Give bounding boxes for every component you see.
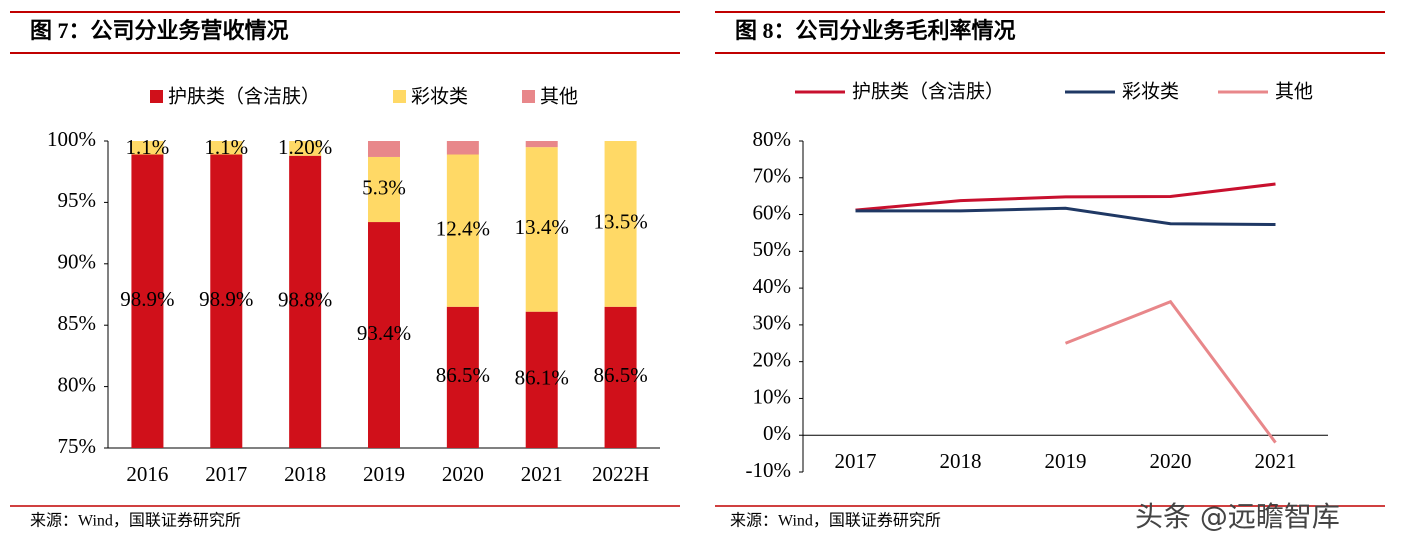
data-label: 86.1% [515,366,569,390]
x-tick-label: 2016 [126,462,168,486]
legend-swatch [150,90,163,103]
y-tick-label: 0% [763,421,791,445]
data-label: 98.9% [199,287,253,311]
chart-title: 图 7：公司分业务营收情况 [30,18,289,43]
bar-segment [289,155,322,448]
x-tick-label: 2019 [363,462,405,486]
y-tick-label: 70% [753,164,792,188]
legend-label: 彩妆类 [411,86,468,108]
x-tick-label: 2018 [940,449,982,473]
x-tick-label: 2018 [284,462,326,486]
data-label: 1.1% [126,135,170,159]
legend-label: 其他 [1275,81,1313,103]
y-tick-label: 75% [58,434,97,458]
x-tick-label: 2021 [521,462,563,486]
bar-segment [525,311,558,448]
data-label: 12.4% [436,216,490,240]
bar-segment [210,154,243,448]
bar-segment [525,141,558,148]
bar-segment [446,306,479,448]
bar-segment [446,154,479,307]
bar-segment [289,141,322,156]
bar-segment [131,154,164,448]
data-label: 98.8% [278,288,332,312]
bar-segment [210,141,243,155]
watermark: 头条 @远瞻智库 [1135,500,1340,533]
bar-segment [446,141,479,155]
x-tick-label: 2020 [1150,449,1192,473]
legend-label: 护肤类（含洁肤） [168,86,320,108]
bar-segment [368,156,400,223]
y-tick-label: 85% [58,311,97,335]
y-tick-label: 80% [753,127,792,151]
data-label: 1.1% [204,135,248,159]
data-label: 86.5% [593,363,647,387]
y-tick-label: 30% [753,311,792,335]
y-tick-label: 90% [58,250,97,274]
legend-swatch [393,90,406,103]
chart-title: 图 8：公司分业务毛利率情况 [735,18,1016,43]
x-tick-label: 2022H [592,462,649,486]
data-label: 5.3% [362,175,406,199]
y-tick-label: 60% [753,200,792,224]
y-tick-label: 95% [58,188,97,212]
data-label: 86.5% [436,363,490,387]
y-tick-label: 10% [753,384,792,408]
data-label: 98.9% [120,287,174,311]
y-tick-label: 40% [753,274,792,298]
x-tick-label: 2017 [835,449,877,473]
y-tick-label: 50% [753,237,792,261]
legend-label: 护肤类（含洁肤） [852,81,1004,103]
line [855,182,1276,212]
data-label: 1.20% [278,135,332,159]
x-tick-label: 2017 [205,462,247,486]
bar-segment [368,141,400,157]
y-tick-label: 20% [753,347,792,371]
bar-segment [604,141,637,307]
bar-segment [525,147,558,312]
y-tick-label: -10% [746,458,792,482]
data-label: 13.4% [515,215,569,239]
y-tick-label: 100% [47,127,96,151]
bar-segment [604,306,637,448]
source: 来源：Wind，国联证券研究所 [30,512,241,530]
legend-label: 其他 [540,86,578,108]
data-label: 13.5% [593,210,647,234]
legend-swatch [522,90,535,103]
y-tick-label: 80% [58,372,97,396]
x-tick-label: 2019 [1045,449,1087,473]
data-label: 93.4% [357,321,411,345]
legend-label: 彩妆类 [1122,81,1179,103]
x-tick-label: 2021 [1255,449,1297,473]
source: 来源：Wind，国联证券研究所 [730,512,941,530]
x-tick-label: 2020 [442,462,484,486]
line [855,206,1276,226]
bar-segment [368,222,400,448]
bar-segment [131,141,164,155]
line [1064,299,1277,444]
